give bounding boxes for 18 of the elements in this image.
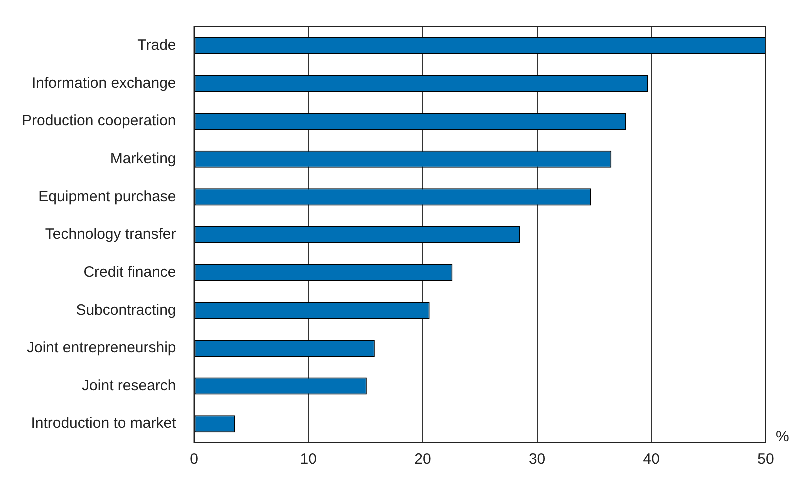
y-tick-label: Information exchange xyxy=(32,74,176,92)
x-axis-title: % xyxy=(776,428,790,446)
y-tick-label: Joint research xyxy=(82,377,176,394)
y-tick-label: Trade xyxy=(138,37,176,54)
x-tick-label: 50 xyxy=(758,451,774,468)
y-tick-label: Production cooperation xyxy=(22,112,176,130)
y-tick-label: Marketing xyxy=(110,150,176,168)
x-tick-label: 10 xyxy=(300,451,317,468)
y-tick-label: Equipment purchase xyxy=(38,188,176,206)
x-tick-label: 20 xyxy=(414,451,432,468)
y-tick-label: Joint entrepreneurship xyxy=(27,340,176,357)
x-tick-label: 40 xyxy=(643,451,660,468)
x-tick-label: 30 xyxy=(528,451,546,468)
x-tick-label: 0 xyxy=(190,451,198,468)
y-tick-label: Introduction to market xyxy=(31,415,178,432)
y-tick-label: Technology transfer xyxy=(45,226,176,244)
y-tick-label: Credit finance xyxy=(84,264,176,281)
y-tick-label: Subcontracting xyxy=(76,302,176,319)
